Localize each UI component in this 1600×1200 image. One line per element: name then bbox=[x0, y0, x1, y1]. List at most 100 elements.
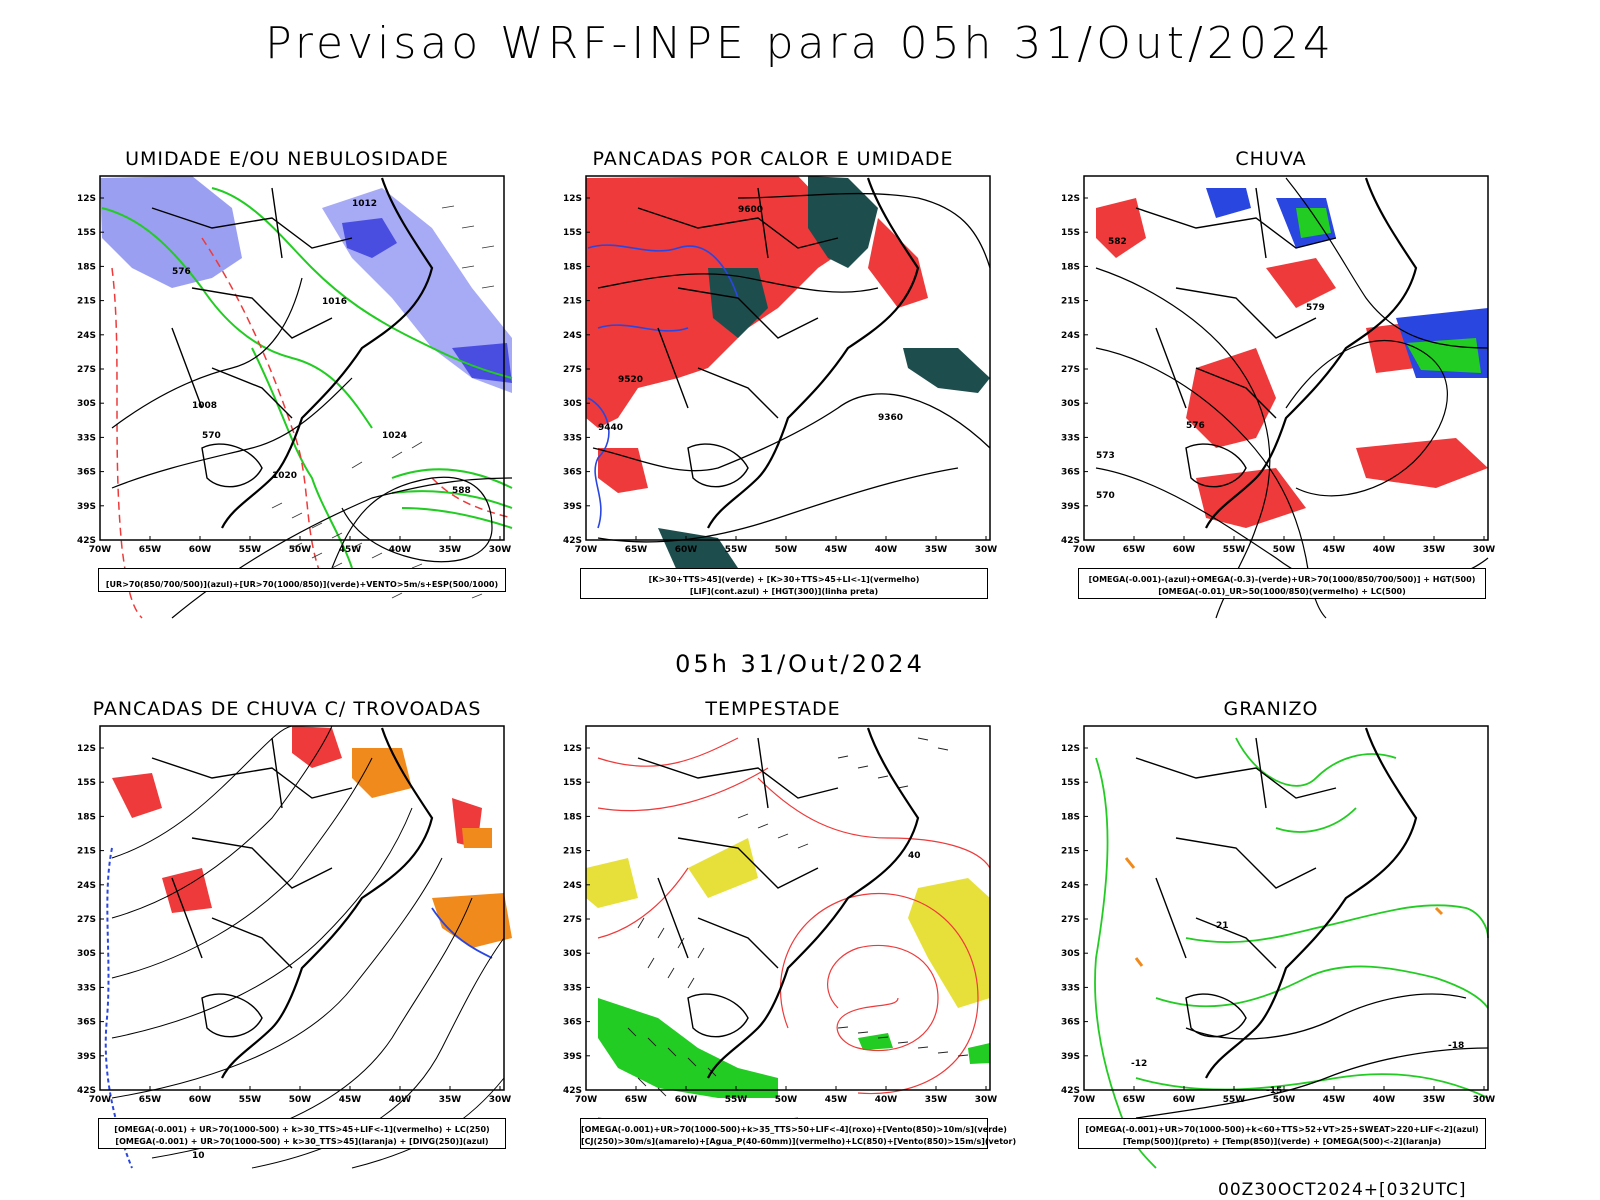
lat-tick-label: 12S bbox=[77, 744, 96, 754]
lon-tick-label: 40W bbox=[1373, 1095, 1396, 1105]
lon-tick-label: 35W bbox=[439, 545, 462, 555]
lat-tick-label: 15S bbox=[77, 228, 96, 238]
contour-label: 9440 bbox=[598, 423, 623, 433]
legend-box: [OMEGA(-0.001)+UR>70(1000-500)+k>35_TTS>… bbox=[580, 1118, 1016, 1149]
lat-tick-label: 36S bbox=[1061, 468, 1080, 478]
map-heat-showers: 9600 9520 9440 9360 12S 15S 18S 21S 24S 27S 30… bbox=[563, 175, 997, 573]
contour-label: 1020 bbox=[272, 471, 297, 481]
lat-tick-label: 30S bbox=[563, 399, 582, 409]
lat-tick-label: 15S bbox=[563, 228, 582, 238]
map-border bbox=[1083, 725, 1489, 1091]
lon-tick-label: 60W bbox=[1173, 1095, 1196, 1105]
lon-tick-label: 45W bbox=[1323, 1095, 1346, 1105]
lat-tick-label: 24S bbox=[563, 331, 582, 341]
lon-tick-label: 55W bbox=[239, 545, 262, 555]
lat-tick-label: 27S bbox=[77, 915, 96, 925]
lat-tick-label: 42S bbox=[563, 536, 582, 546]
thickness-red-dashed bbox=[201, 237, 323, 579]
lon-tick-label: 55W bbox=[1223, 1095, 1246, 1105]
panel-title: GRANIZO bbox=[1223, 698, 1319, 720]
legend-box: [OMEGA(-0.001) + UR>70(1000-500) + k>30_… bbox=[98, 1118, 506, 1149]
lon-tick-label: 40W bbox=[875, 1095, 898, 1105]
streamline-red bbox=[757, 777, 991, 869]
lat-tick-label: 36S bbox=[77, 1018, 96, 1028]
panel-title: TEMPESTADE bbox=[705, 698, 841, 720]
lon-tick-label: 70W bbox=[1073, 1095, 1096, 1105]
legend-line: [UR>70(850/700/500)](azul)+[UR>70(1000/8… bbox=[105, 580, 499, 589]
hgt300-contour bbox=[737, 192, 991, 269]
lon-tick-label: 30W bbox=[975, 1095, 998, 1105]
lat-tick-label: 42S bbox=[563, 1086, 582, 1096]
isobar bbox=[111, 377, 353, 489]
lat-tick-label: 15S bbox=[1061, 228, 1080, 238]
panel-title: UMIDADE E/OU NEBULOSIDADE bbox=[125, 148, 449, 170]
lon-tick-label: 65W bbox=[139, 545, 162, 555]
legend-line: [OMEGA(-0.001)-(azul)+OMEGA(-0.3)-(verde… bbox=[1088, 575, 1476, 584]
thickness-red-dashed bbox=[111, 267, 143, 619]
lat-tick-label: 27S bbox=[1061, 365, 1080, 375]
isobar bbox=[111, 277, 303, 429]
legend-box: [OMEGA(-0.001)+UR>70(1000-500)+k<60+TTS>… bbox=[1078, 1118, 1486, 1149]
lon-tick-label: 70W bbox=[575, 1095, 598, 1105]
lat-tick-label: 18S bbox=[77, 812, 96, 822]
lon-tick-label: 45W bbox=[1323, 545, 1346, 555]
contour-label: 40 bbox=[908, 851, 921, 861]
streamline-red bbox=[780, 893, 979, 1095]
panel-heat-showers: PANCADAS POR CALOR E UMIDADE 9600 9520 9… bbox=[538, 148, 1008, 648]
lon-tick-label: 35W bbox=[1423, 545, 1446, 555]
contour-label: 1024 bbox=[382, 431, 407, 441]
wind-vectors bbox=[627, 737, 969, 1097]
wind850-green-area bbox=[598, 998, 778, 1098]
lat-tick-label: 18S bbox=[77, 262, 96, 272]
contour-label: 576 bbox=[1186, 421, 1205, 431]
lon-tick-label: 50W bbox=[1273, 1095, 1296, 1105]
lon-tick-label: 30W bbox=[489, 545, 512, 555]
contour-label: 576 bbox=[172, 267, 191, 277]
lat-tick-label: 36S bbox=[1061, 1018, 1080, 1028]
lon-tick-label: 55W bbox=[239, 1095, 262, 1105]
lat-tick-label: 18S bbox=[1061, 262, 1080, 272]
lat-tick-label: 39S bbox=[1061, 502, 1080, 512]
coastline bbox=[707, 177, 920, 529]
lon-tick-label: 60W bbox=[675, 1095, 698, 1105]
legend-box: [OMEGA(-0.001)-(azul)+OMEGA(-0.3)-(verde… bbox=[1078, 568, 1486, 599]
map-border bbox=[99, 175, 505, 541]
contour-label: 1012 bbox=[352, 199, 377, 209]
contour-label: 570 bbox=[202, 431, 221, 441]
panel-thunderstorm-showers: PANCADAS DE CHUVA C/ TROVOADAS 10 12S 15S… bbox=[52, 698, 522, 1198]
temp850-green-contour bbox=[1235, 737, 1397, 833]
rain-green-area bbox=[1296, 208, 1481, 373]
lat-tick-label: 24S bbox=[1061, 331, 1080, 341]
hgt300-contour bbox=[597, 467, 959, 543]
lat-tick-label: 42S bbox=[77, 536, 96, 546]
lat-tick-label: 18S bbox=[563, 262, 582, 272]
lon-tick-label: 50W bbox=[289, 1095, 312, 1105]
forecast-title: Previsao WRF-INPE para 05h 31/Out/2024 bbox=[265, 18, 1335, 69]
contour-label: 9520 bbox=[618, 375, 643, 385]
lat-tick-label: 36S bbox=[563, 1018, 582, 1028]
lon-tick-label: 50W bbox=[289, 545, 312, 555]
lon-tick-label: 65W bbox=[1123, 1095, 1146, 1105]
lat-tick-label: 33S bbox=[563, 983, 582, 993]
temp500-black-contour bbox=[1185, 993, 1467, 1040]
lon-tick-label: 35W bbox=[925, 1095, 948, 1105]
coastline bbox=[1205, 727, 1418, 1079]
lon-tick-label: 65W bbox=[1123, 545, 1146, 555]
rain-red-area bbox=[1096, 198, 1146, 258]
contour-label: 9600 bbox=[738, 205, 763, 215]
streamline bbox=[111, 725, 293, 859]
hgt300-contour bbox=[597, 273, 879, 293]
lon-tick-label: 55W bbox=[725, 1095, 748, 1105]
coastline bbox=[221, 727, 434, 1079]
lat-tick-label: 42S bbox=[1061, 1086, 1080, 1096]
contour-label: 1016 bbox=[322, 297, 347, 307]
run-timestamp: 00Z30OCT2024+[032UTC] bbox=[1218, 1180, 1467, 1200]
lat-tick-label: 36S bbox=[563, 468, 582, 478]
lon-tick-label: 40W bbox=[389, 1095, 412, 1105]
lat-tick-label: 33S bbox=[77, 433, 96, 443]
contour-label: -18 bbox=[1448, 1041, 1464, 1051]
streamline bbox=[111, 757, 373, 979]
contour-label: 582 bbox=[1108, 237, 1127, 247]
legend-line: [OMEGA(-0.01)_UR>50(1000/850)(vermelho) … bbox=[1158, 587, 1406, 596]
lat-tick-label: 21S bbox=[1061, 847, 1080, 857]
